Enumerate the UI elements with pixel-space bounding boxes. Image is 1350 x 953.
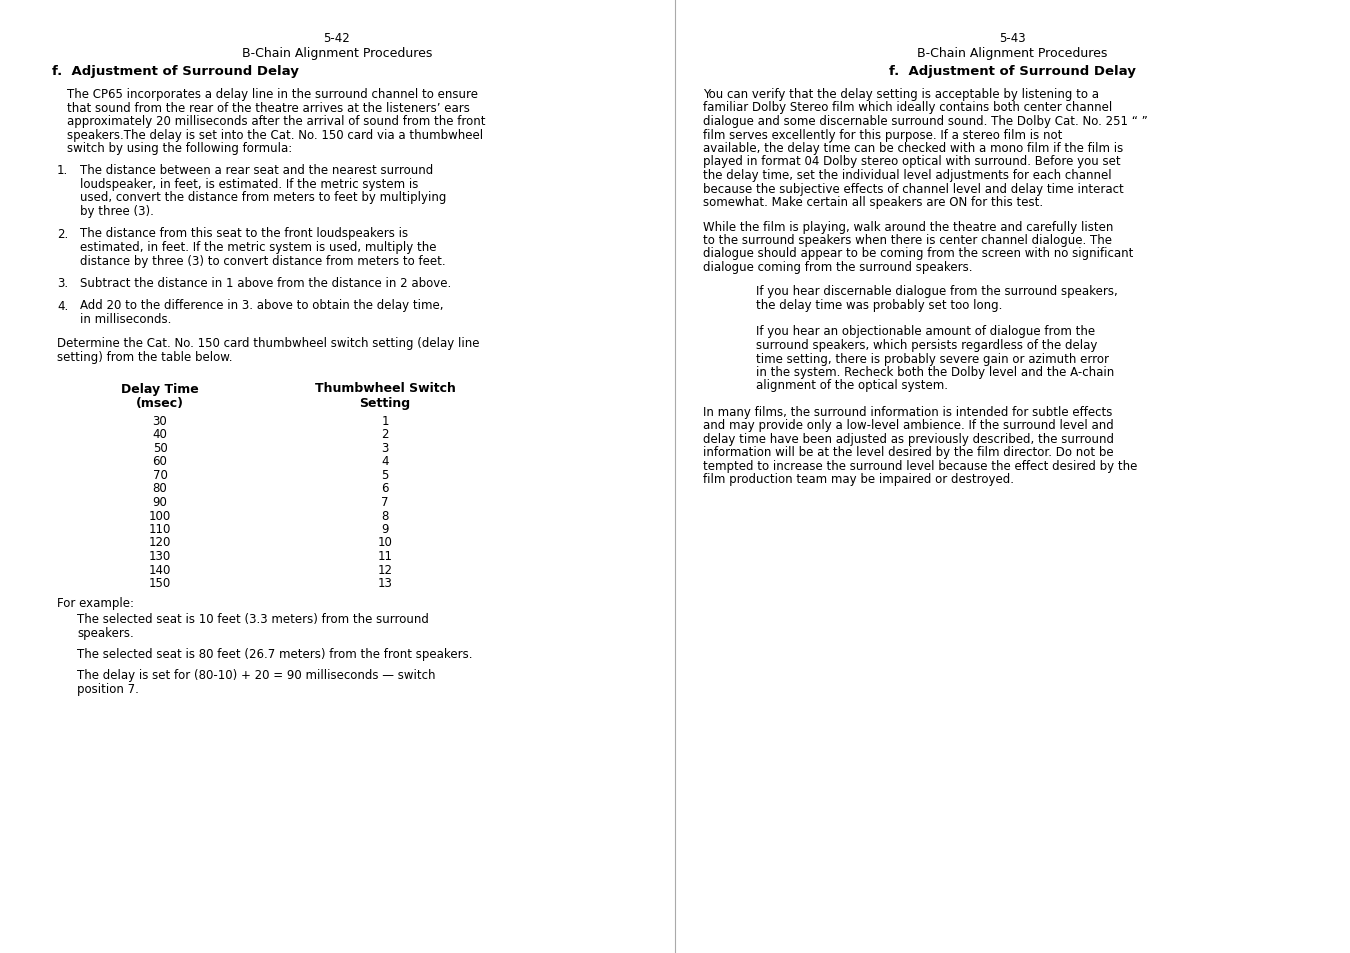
Text: 50: 50 bbox=[153, 441, 167, 455]
Text: 2.: 2. bbox=[57, 227, 69, 240]
Text: used, convert the distance from meters to feet by multiplying: used, convert the distance from meters t… bbox=[80, 192, 447, 204]
Text: 5-42: 5-42 bbox=[324, 32, 351, 45]
Text: 120: 120 bbox=[148, 536, 171, 549]
Text: setting) from the table below.: setting) from the table below. bbox=[57, 351, 232, 364]
Text: B-Chain Alignment Procedures: B-Chain Alignment Procedures bbox=[917, 47, 1107, 60]
Text: 140: 140 bbox=[148, 563, 171, 576]
Text: If you hear discernable dialogue from the surround speakers,: If you hear discernable dialogue from th… bbox=[756, 285, 1118, 298]
Text: 130: 130 bbox=[148, 550, 171, 562]
Text: 1.: 1. bbox=[57, 164, 69, 177]
Text: alignment of the optical system.: alignment of the optical system. bbox=[756, 379, 948, 392]
Text: The selected seat is 80 feet (26.7 meters) from the front speakers.: The selected seat is 80 feet (26.7 meter… bbox=[77, 647, 472, 660]
Text: The CP65 incorporates a delay line in the surround channel to ensure: The CP65 incorporates a delay line in th… bbox=[68, 88, 478, 101]
Text: Subtract the distance in 1 above from the distance in 2 above.: Subtract the distance in 1 above from th… bbox=[80, 276, 451, 290]
Text: Setting: Setting bbox=[359, 396, 410, 409]
Text: distance by three (3) to convert distance from meters to feet.: distance by three (3) to convert distanc… bbox=[80, 254, 446, 267]
Text: that sound from the rear of the theatre arrives at the listeners’ ears: that sound from the rear of the theatre … bbox=[68, 101, 470, 114]
Text: 60: 60 bbox=[153, 455, 167, 468]
Text: 70: 70 bbox=[153, 469, 167, 481]
Text: 7: 7 bbox=[381, 496, 389, 509]
Text: 4: 4 bbox=[381, 455, 389, 468]
Text: The selected seat is 10 feet (3.3 meters) from the surround: The selected seat is 10 feet (3.3 meters… bbox=[77, 613, 429, 625]
Text: surround speakers, which persists regardless of the delay: surround speakers, which persists regard… bbox=[756, 338, 1098, 352]
Text: For example:: For example: bbox=[57, 597, 134, 609]
Text: 5: 5 bbox=[381, 469, 389, 481]
Text: 12: 12 bbox=[378, 563, 393, 576]
Text: familiar Dolby Stereo film which ideally contains both center channel: familiar Dolby Stereo film which ideally… bbox=[703, 101, 1112, 114]
Text: available, the delay time can be checked with a mono film if the film is: available, the delay time can be checked… bbox=[703, 142, 1123, 154]
Text: 4.: 4. bbox=[57, 299, 69, 313]
Text: 1: 1 bbox=[381, 415, 389, 428]
Text: somewhat. Make certain all speakers are ON for this test.: somewhat. Make certain all speakers are … bbox=[703, 195, 1044, 209]
Text: (msec): (msec) bbox=[136, 396, 184, 409]
Text: 3.: 3. bbox=[57, 276, 68, 290]
Text: 6: 6 bbox=[381, 482, 389, 495]
Text: approximately 20 milliseconds after the arrival of sound from the front: approximately 20 milliseconds after the … bbox=[68, 115, 486, 128]
Text: 5-43: 5-43 bbox=[999, 32, 1025, 45]
Text: Determine the Cat. No. 150 card thumbwheel switch setting (delay line: Determine the Cat. No. 150 card thumbwhe… bbox=[57, 337, 479, 350]
Text: 150: 150 bbox=[148, 577, 171, 589]
Text: The delay is set for (80-10) + 20 = 90 milliseconds — switch: The delay is set for (80-10) + 20 = 90 m… bbox=[77, 669, 436, 681]
Text: time setting, there is probably severe gain or azimuth error: time setting, there is probably severe g… bbox=[756, 352, 1108, 365]
Text: and may provide only a low-level ambience. If the surround level and: and may provide only a low-level ambienc… bbox=[703, 419, 1114, 432]
Text: tempted to increase the surround level because the effect desired by the: tempted to increase the surround level b… bbox=[703, 459, 1137, 473]
Text: to the surround speakers when there is center channel dialogue. The: to the surround speakers when there is c… bbox=[703, 233, 1112, 247]
Text: by three (3).: by three (3). bbox=[80, 205, 154, 218]
Text: You can verify that the delay setting is acceptable by listening to a: You can verify that the delay setting is… bbox=[703, 88, 1099, 101]
Text: 40: 40 bbox=[153, 428, 167, 441]
Text: played in format 04 Dolby stereo optical with surround. Before you set: played in format 04 Dolby stereo optical… bbox=[703, 155, 1120, 169]
Text: B-Chain Alignment Procedures: B-Chain Alignment Procedures bbox=[242, 47, 432, 60]
Text: 30: 30 bbox=[153, 415, 167, 428]
Text: film serves excellently for this purpose. If a stereo film is not: film serves excellently for this purpose… bbox=[703, 129, 1062, 141]
Text: 13: 13 bbox=[378, 577, 393, 589]
Text: Delay Time: Delay Time bbox=[122, 382, 198, 395]
Text: 2: 2 bbox=[381, 428, 389, 441]
Text: position 7.: position 7. bbox=[77, 682, 139, 696]
Text: switch by using the following formula:: switch by using the following formula: bbox=[68, 142, 292, 154]
Text: loudspeaker, in feet, is estimated. If the metric system is: loudspeaker, in feet, is estimated. If t… bbox=[80, 178, 418, 191]
Text: 80: 80 bbox=[153, 482, 167, 495]
Text: in the system. Recheck both the Dolby level and the A-chain: in the system. Recheck both the Dolby le… bbox=[756, 366, 1114, 378]
Text: 9: 9 bbox=[381, 522, 389, 536]
Text: f.  Adjustment of Surround Delay: f. Adjustment of Surround Delay bbox=[53, 65, 298, 78]
Text: 110: 110 bbox=[148, 522, 171, 536]
Text: the delay time was probably set too long.: the delay time was probably set too long… bbox=[756, 298, 1002, 312]
Text: Thumbwheel Switch: Thumbwheel Switch bbox=[315, 382, 455, 395]
Text: While the film is playing, walk around the theatre and carefully listen: While the film is playing, walk around t… bbox=[703, 220, 1114, 233]
Text: 8: 8 bbox=[381, 509, 389, 522]
Text: dialogue and some discernable surround sound. The Dolby Cat. No. 251 “ ”: dialogue and some discernable surround s… bbox=[703, 115, 1148, 128]
Text: Add 20 to the difference in 3. above to obtain the delay time,: Add 20 to the difference in 3. above to … bbox=[80, 299, 444, 313]
Text: information will be at the level desired by the film director. Do not be: information will be at the level desired… bbox=[703, 446, 1114, 459]
Text: 90: 90 bbox=[153, 496, 167, 509]
Text: in milliseconds.: in milliseconds. bbox=[80, 313, 171, 326]
Text: The distance from this seat to the front loudspeakers is: The distance from this seat to the front… bbox=[80, 227, 408, 240]
Text: dialogue coming from the surround speakers.: dialogue coming from the surround speake… bbox=[703, 261, 972, 274]
Text: dialogue should appear to be coming from the screen with no significant: dialogue should appear to be coming from… bbox=[703, 247, 1134, 260]
Text: In many films, the surround information is intended for subtle effects: In many films, the surround information … bbox=[703, 406, 1112, 418]
Text: delay time have been adjusted as previously described, the surround: delay time have been adjusted as previou… bbox=[703, 433, 1114, 446]
Text: estimated, in feet. If the metric system is used, multiply the: estimated, in feet. If the metric system… bbox=[80, 241, 436, 253]
Text: because the subjective effects of channel level and delay time interact: because the subjective effects of channe… bbox=[703, 182, 1123, 195]
Text: speakers.: speakers. bbox=[77, 626, 134, 639]
Text: 10: 10 bbox=[378, 536, 393, 549]
Text: 100: 100 bbox=[148, 509, 171, 522]
Text: If you hear an objectionable amount of dialogue from the: If you hear an objectionable amount of d… bbox=[756, 325, 1095, 338]
Text: The distance between a rear seat and the nearest surround: The distance between a rear seat and the… bbox=[80, 164, 433, 177]
Text: speakers.The delay is set into the Cat. No. 150 card via a thumbwheel: speakers.The delay is set into the Cat. … bbox=[68, 129, 483, 141]
Text: 3: 3 bbox=[381, 441, 389, 455]
Text: f.  Adjustment of Surround Delay: f. Adjustment of Surround Delay bbox=[888, 65, 1135, 78]
Text: the delay time, set the individual level adjustments for each channel: the delay time, set the individual level… bbox=[703, 169, 1111, 182]
Text: 11: 11 bbox=[378, 550, 393, 562]
Text: film production team may be impaired or destroyed.: film production team may be impaired or … bbox=[703, 473, 1014, 486]
